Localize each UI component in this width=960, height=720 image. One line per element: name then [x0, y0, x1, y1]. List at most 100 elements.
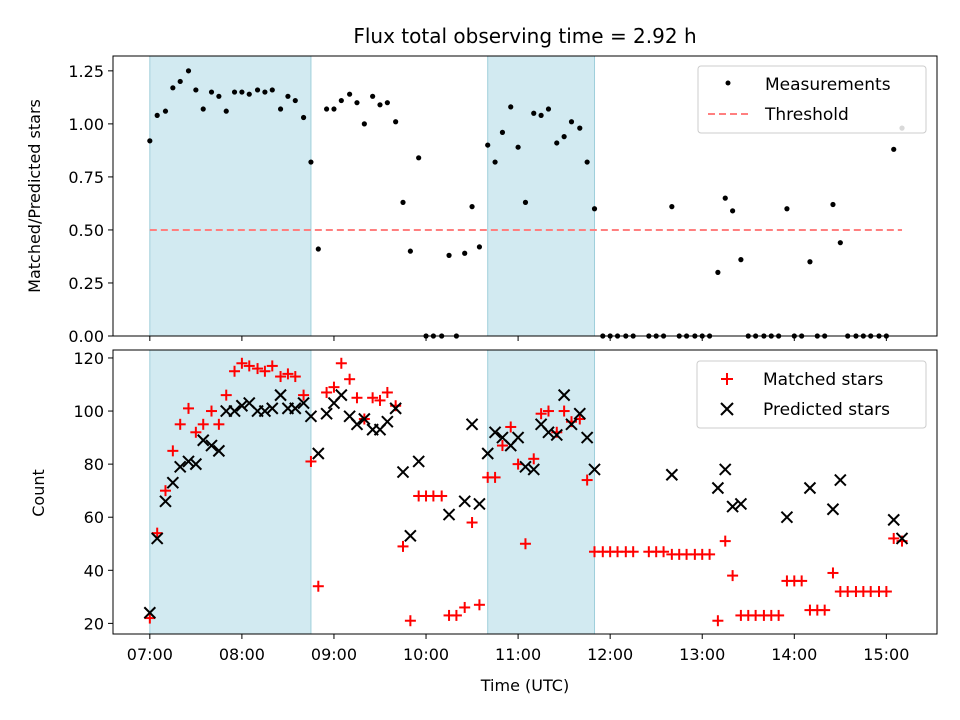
predicted-star-point: [274, 388, 287, 402]
legend-matched-marker: [721, 373, 733, 385]
measurement-point: [515, 144, 521, 150]
matched-star-point: [151, 527, 163, 539]
legend-predicted-marker: [720, 402, 734, 416]
measurement-point: [591, 206, 598, 212]
matched-star-point: [381, 386, 393, 398]
measurement-point: [400, 199, 406, 205]
measurement-point: [462, 250, 468, 256]
measurement-point: [262, 89, 268, 95]
matched-star-point: [252, 363, 264, 375]
predicted-star-point: [887, 513, 900, 527]
measurement-point: [538, 112, 544, 118]
measurement-point: [223, 108, 229, 114]
matched-star-point: [213, 418, 225, 430]
matched-star-point: [351, 392, 363, 404]
measurement-point: [338, 97, 344, 104]
measurement-point: [308, 159, 314, 165]
x-tick-label: 11:00: [495, 645, 541, 664]
predicted-star-point: [719, 463, 732, 476]
measurement-point: [377, 102, 383, 108]
matched-star-point: [167, 445, 179, 457]
matched-star-point: [328, 381, 340, 393]
measurement-point: [300, 114, 307, 121]
matched-star-point: [489, 471, 501, 483]
predicted-star-point: [166, 476, 180, 489]
matched-star-point: [289, 371, 301, 383]
matched-star-point: [528, 453, 540, 465]
bottom-axes-frame: [112, 349, 938, 635]
matched-star-point: [459, 601, 471, 613]
y-tick-label: 40: [84, 561, 104, 580]
measurement-point: [323, 106, 330, 112]
predicted-star-point: [527, 463, 540, 476]
matched-star-point: [182, 402, 194, 414]
measurement-point: [177, 78, 183, 85]
matched-star-point: [220, 389, 232, 401]
matched-star-point: [266, 360, 278, 372]
predicted-star-point: [266, 402, 279, 415]
predicted-star-point: [258, 404, 272, 418]
measurement-point: [476, 244, 483, 250]
top-legend-box: [697, 65, 927, 134]
predicted-star-point: [212, 444, 226, 458]
measurement-point: [315, 246, 321, 252]
matched-star-point: [727, 570, 739, 582]
shaded-interval: [487, 55, 596, 337]
measurement-point: [216, 93, 222, 99]
predicted-star-point: [473, 497, 486, 511]
matched-star-point: [704, 548, 716, 560]
measurement-point: [407, 248, 413, 254]
matched-star-point: [397, 540, 409, 552]
matched-star-point: [367, 392, 379, 404]
matched-star-point: [321, 386, 333, 398]
matched-star-point: [558, 405, 570, 417]
x-tick-label: 09:00: [311, 645, 357, 664]
measurement-point: [170, 85, 176, 91]
measurement-point: [331, 106, 337, 112]
predicted-star-point: [320, 407, 333, 420]
measurement-point: [738, 257, 744, 263]
measurement-point: [807, 259, 813, 265]
predicted-star-point: [304, 410, 318, 423]
measurement-point: [185, 68, 192, 74]
legend-measurement-marker: [725, 80, 731, 86]
predicted-star-point: [297, 396, 310, 410]
matched-star-point: [404, 615, 416, 627]
predicted-star-point: [780, 511, 794, 524]
matched-star-point: [535, 408, 547, 420]
predicted-star-point: [412, 455, 425, 468]
predicted-star-point: [481, 447, 494, 460]
measurement-point: [292, 97, 298, 104]
matched-star-point: [190, 426, 202, 438]
predicted-star-point: [159, 495, 172, 508]
matched-star-point: [259, 365, 271, 377]
matched-star-point: [282, 368, 294, 380]
measurement-point: [162, 108, 169, 114]
matched-star-point: [719, 535, 731, 547]
y-tick-label: 100: [73, 402, 104, 421]
measurement-point: [499, 129, 506, 135]
x-tick-label: 12:00: [587, 645, 633, 664]
measurement-point: [545, 106, 552, 112]
predicted-star-point: [465, 418, 479, 431]
predicted-star-point: [228, 404, 241, 418]
matched-star-point: [243, 360, 255, 372]
predicted-star-point: [197, 434, 210, 447]
matched-star-point: [374, 394, 386, 406]
measurement-point: [837, 240, 843, 246]
measurement-point: [354, 100, 360, 106]
predicted-star-point: [519, 460, 532, 473]
matched-star-point: [236, 357, 248, 369]
x-tick-label: 14:00: [771, 645, 817, 664]
predicted-star-point: [826, 503, 840, 516]
count-panel: 20 40 60 80 100 120 07:00 08:00 09:00 10:00 11:00…: [29, 349, 938, 695]
y-tick-label: 60: [84, 508, 104, 527]
predicted-star-point: [726, 500, 739, 513]
measurement-point: [730, 208, 736, 214]
measurement-point: [446, 252, 452, 258]
matched-star-point: [305, 455, 317, 467]
top-shaded-intervals: [149, 55, 596, 337]
bottom-legend: Matched stars Predicted stars: [696, 360, 927, 429]
measurement-point: [531, 110, 537, 116]
